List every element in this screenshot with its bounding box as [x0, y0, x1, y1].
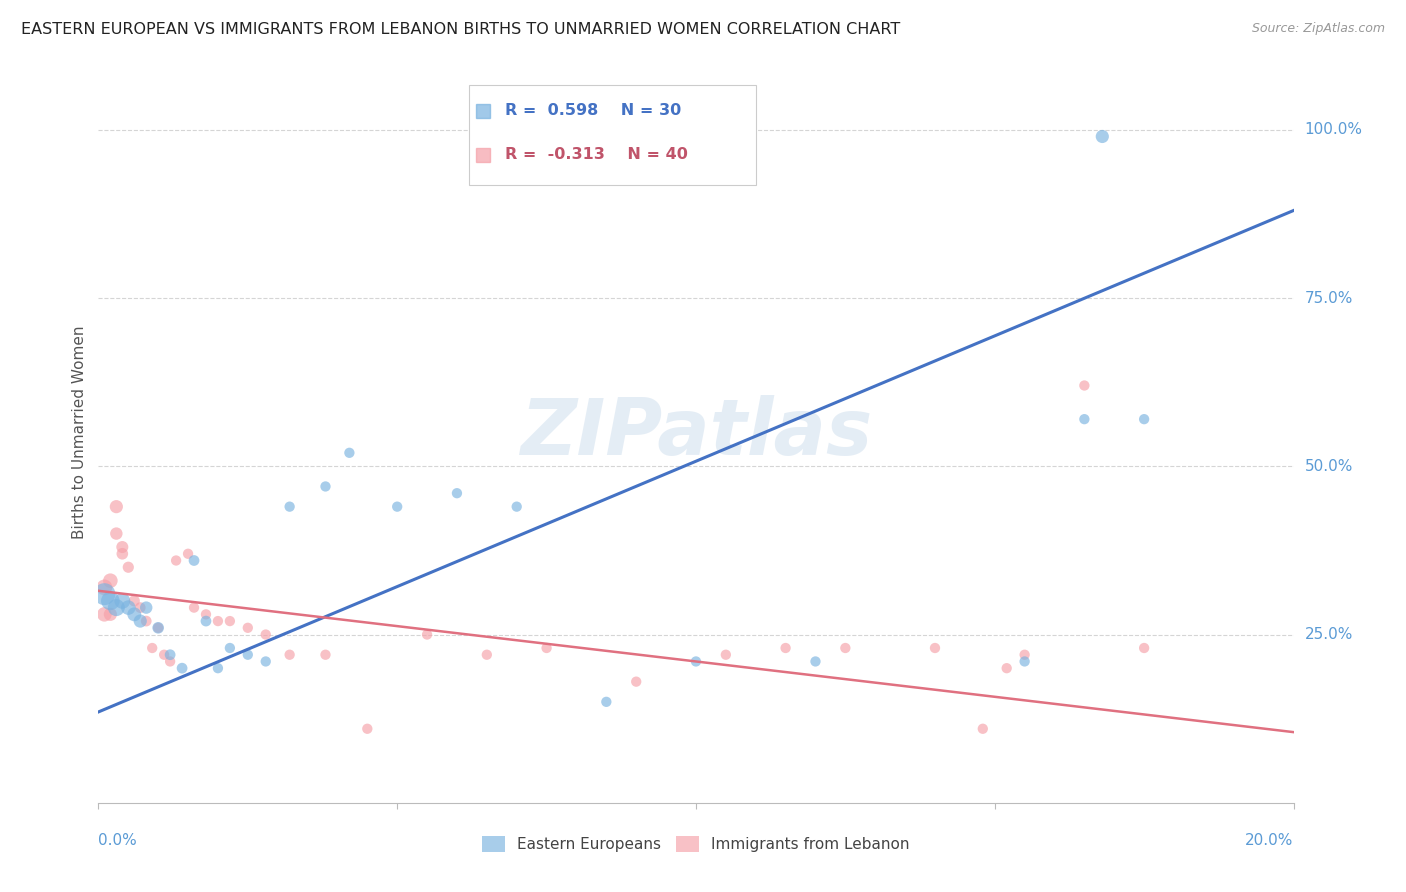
Point — [278, 500, 301, 514]
Point — [111, 540, 134, 554]
Point — [98, 594, 122, 608]
Point — [595, 695, 617, 709]
Point — [315, 479, 337, 493]
Point — [165, 553, 187, 567]
Text: 100.0%: 100.0% — [1305, 122, 1362, 137]
FancyBboxPatch shape — [470, 85, 756, 185]
Point — [124, 607, 146, 622]
Point — [117, 560, 139, 574]
Point — [254, 655, 277, 669]
Legend: Eastern Europeans, Immigrants from Lebanon: Eastern Europeans, Immigrants from Leban… — [475, 830, 917, 858]
Point — [129, 600, 152, 615]
Point — [172, 661, 194, 675]
Text: 25.0%: 25.0% — [1305, 627, 1353, 642]
Point — [105, 500, 128, 514]
Point — [834, 640, 856, 655]
Point — [153, 648, 176, 662]
Point — [924, 640, 946, 655]
Text: R =  0.598    N = 30: R = 0.598 N = 30 — [505, 103, 681, 118]
Text: 50.0%: 50.0% — [1305, 458, 1353, 474]
Text: Source: ZipAtlas.com: Source: ZipAtlas.com — [1251, 22, 1385, 36]
Point — [159, 648, 181, 662]
Point — [98, 574, 122, 588]
Text: 20.0%: 20.0% — [1246, 833, 1294, 848]
Point — [995, 661, 1018, 675]
Text: ZIPatlas: ZIPatlas — [520, 394, 872, 471]
Point — [124, 594, 146, 608]
Point — [775, 640, 797, 655]
Point — [183, 600, 205, 615]
Point — [129, 614, 152, 628]
Text: 0.0%: 0.0% — [98, 833, 138, 848]
Point — [236, 648, 259, 662]
Point — [1014, 655, 1036, 669]
Point — [207, 661, 229, 675]
Point — [159, 655, 181, 669]
Point — [177, 547, 200, 561]
Point — [1091, 129, 1114, 144]
Point — [626, 674, 648, 689]
Point — [475, 648, 498, 662]
Point — [385, 500, 409, 514]
Point — [105, 600, 128, 615]
Point — [506, 500, 529, 514]
Point — [93, 581, 115, 595]
Point — [135, 600, 157, 615]
Text: 75.0%: 75.0% — [1305, 291, 1353, 305]
Point — [111, 594, 134, 608]
Point — [148, 621, 170, 635]
Point — [141, 640, 163, 655]
Point — [1133, 640, 1156, 655]
Text: EASTERN EUROPEAN VS IMMIGRANTS FROM LEBANON BIRTHS TO UNMARRIED WOMEN CORRELATIO: EASTERN EUROPEAN VS IMMIGRANTS FROM LEBA… — [21, 22, 900, 37]
Point — [804, 655, 827, 669]
Point — [93, 587, 115, 601]
Point — [98, 607, 122, 622]
Point — [446, 486, 468, 500]
Point — [219, 614, 242, 628]
Point — [416, 627, 439, 641]
Point — [278, 648, 301, 662]
Point — [105, 526, 128, 541]
Point — [111, 547, 134, 561]
Point — [236, 621, 259, 635]
Point — [315, 648, 337, 662]
Point — [148, 621, 170, 635]
Point — [972, 722, 994, 736]
Point — [254, 627, 277, 641]
Point — [117, 600, 139, 615]
Point — [714, 648, 737, 662]
Point — [1014, 648, 1036, 662]
Point — [536, 640, 558, 655]
Point — [1073, 412, 1095, 426]
Point — [195, 607, 218, 622]
Point — [1133, 412, 1156, 426]
Point — [685, 655, 707, 669]
Point — [1073, 378, 1095, 392]
Point — [356, 722, 378, 736]
Point — [93, 607, 115, 622]
Y-axis label: Births to Unmarried Women: Births to Unmarried Women — [72, 326, 87, 540]
Point — [183, 553, 205, 567]
Point — [219, 640, 242, 655]
Point — [195, 614, 218, 628]
Point — [135, 614, 157, 628]
Point — [339, 446, 361, 460]
Point — [207, 614, 229, 628]
Text: R =  -0.313    N = 40: R = -0.313 N = 40 — [505, 147, 688, 162]
